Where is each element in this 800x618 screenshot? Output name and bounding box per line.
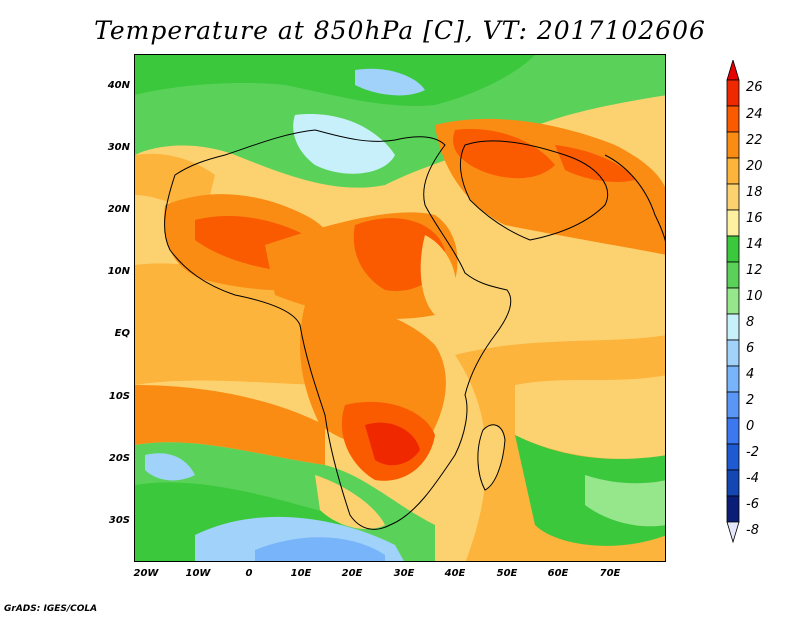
- madagascar-outline: [477, 424, 506, 491]
- colorbar-swatch: [726, 469, 740, 497]
- lat-label: EQ: [114, 328, 130, 339]
- se-indian-light-green: [585, 475, 665, 527]
- colorbar-swatch: [726, 391, 740, 419]
- colorbar-label: -6: [746, 497, 759, 512]
- colorbar-swatch: [726, 209, 740, 237]
- colorbar-label: 0: [746, 419, 755, 434]
- lat-label: 20S: [108, 453, 130, 464]
- lon-label: 50E: [496, 568, 518, 579]
- atlantic-cold-spot: [145, 453, 195, 481]
- colorbar-swatch: [726, 287, 740, 315]
- lon-label: 0: [245, 568, 253, 579]
- madagascar: [477, 424, 505, 490]
- northern-green-2: [135, 55, 535, 106]
- lat-label: 10S: [108, 391, 130, 402]
- africa-outline: [164, 129, 512, 530]
- lat-label: 40N: [107, 80, 130, 91]
- coastlines: [164, 129, 665, 530]
- south-atlantic-warm-arc: [135, 385, 325, 465]
- colorbar-swatch: [726, 235, 740, 263]
- lon-label: 30E: [393, 568, 415, 579]
- colorbar: [726, 60, 740, 544]
- colorbar-swatch: [726, 339, 740, 367]
- india-coast: [604, 154, 665, 242]
- lon-label: 10W: [185, 568, 211, 579]
- colorbar-label: 18: [746, 185, 763, 200]
- lat-label: 20N: [107, 204, 130, 215]
- colorbar-label: 14: [746, 237, 763, 252]
- colorbar-swatch: [726, 365, 740, 393]
- colorbar-label: 4: [746, 367, 755, 382]
- lon-label: 70E: [599, 568, 621, 579]
- colorbar-label: -8: [746, 523, 759, 538]
- temperature-map: [134, 54, 666, 562]
- colorbar-swatch: [726, 183, 740, 211]
- colorbar-swatch: [726, 105, 740, 133]
- lat-label: 30S: [108, 515, 130, 526]
- map-title: Temperature at 850hPa [C], VT: 201710260…: [94, 16, 706, 45]
- colorbar-label: -4: [746, 471, 759, 486]
- colorbar-label: 6: [746, 341, 755, 356]
- map-canvas: [135, 55, 665, 561]
- colorbar-label: 26: [746, 80, 763, 95]
- lat-label: 30N: [107, 142, 130, 153]
- colorbar-swatch: [726, 131, 740, 159]
- colorbar-swatch: [726, 443, 740, 471]
- lon-label: 20W: [133, 568, 159, 579]
- lat-label: 10N: [107, 266, 130, 277]
- south-africa-mild: [315, 475, 385, 530]
- libya-cool-pocket: [293, 114, 395, 174]
- colorbar-swatch: [726, 261, 740, 289]
- northern-green: [135, 55, 665, 188]
- colorbar-label: 8: [746, 315, 755, 330]
- lon-label: 10E: [290, 568, 312, 579]
- colorbar-label: 12: [746, 263, 763, 278]
- colorbar-bottom-arrow: [726, 521, 740, 544]
- ethiopian-highlands: [420, 235, 456, 315]
- colorbar-label: 2: [746, 393, 755, 408]
- lon-label: 40E: [444, 568, 466, 579]
- colorbar-label: 16: [746, 211, 763, 226]
- iraq-core: [453, 129, 555, 179]
- colorbar-top-arrow: [726, 60, 740, 81]
- aegean-cool-pocket: [355, 68, 425, 96]
- colorbar-swatch: [726, 79, 740, 107]
- lon-label: 20E: [341, 568, 363, 579]
- colorbar-label: 22: [746, 133, 763, 148]
- colorbar-swatch: [726, 495, 740, 523]
- grads-credit: GrADS: IGES/COLA: [4, 604, 98, 614]
- southern-cold-core: [255, 537, 385, 561]
- arabia-outline: [459, 140, 609, 241]
- colorbar-label: -2: [746, 445, 759, 460]
- gulf-core: [555, 145, 635, 182]
- colorbar-label: 20: [746, 159, 763, 174]
- colorbar-swatch: [726, 157, 740, 185]
- zimbabwe-core: [365, 422, 420, 466]
- colorbar-swatch: [726, 417, 740, 445]
- indian-ocean-band: [515, 375, 665, 459]
- colorbar-label: 24: [746, 107, 763, 122]
- colorbar-swatch: [726, 313, 740, 341]
- lon-label: 60E: [547, 568, 569, 579]
- colorbar-label: 10: [746, 289, 763, 304]
